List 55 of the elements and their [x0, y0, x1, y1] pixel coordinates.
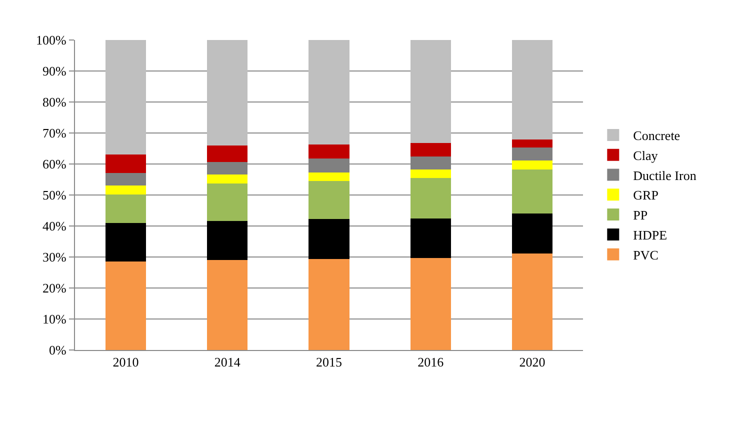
y-tick-label: 70% [42, 126, 67, 141]
y-tick-label: 50% [42, 188, 67, 203]
y-tick-label: 30% [42, 250, 67, 265]
legend-label: Concrete [633, 128, 680, 144]
legend-label: PVC [633, 247, 658, 262]
bar [105, 186, 146, 195]
x-tick-label: 2010 [112, 354, 139, 370]
bar [105, 40, 146, 154]
y-tick-label: 0% [49, 342, 67, 358]
bar [410, 178, 451, 218]
bar [512, 148, 553, 161]
bar [105, 194, 146, 223]
bar [308, 259, 350, 350]
y-tick-label: 100% [36, 32, 67, 48]
bar [308, 219, 350, 260]
bar [105, 222, 146, 262]
bar [512, 170, 553, 214]
legend-label: GRP [633, 188, 658, 203]
bar [410, 218, 451, 258]
y-tick-label: 80% [42, 94, 67, 110]
bar [207, 146, 248, 162]
bar [308, 144, 350, 159]
bar [105, 261, 146, 350]
legend-label: PP [633, 208, 648, 223]
y-tick-label: 20% [42, 280, 67, 296]
bar [512, 214, 553, 254]
y-tick-label: 90% [42, 64, 67, 79]
y-tick-label: 10% [42, 312, 67, 327]
bar [410, 258, 451, 350]
y-tick-label: 60% [42, 156, 67, 172]
legend-label: Ductile Iron [633, 168, 697, 183]
y-tick-label: 40% [42, 218, 67, 234]
bar [207, 40, 248, 146]
bar [105, 172, 146, 186]
bar [207, 174, 248, 184]
bar [308, 40, 350, 144]
x-tick-label: 2016 [418, 354, 444, 370]
bar [207, 184, 248, 222]
bar [105, 154, 146, 173]
bar [308, 172, 350, 182]
bar [410, 169, 451, 178]
bar [308, 181, 350, 220]
bar [410, 142, 451, 157]
x-tick-label: 2015 [316, 354, 342, 370]
bar [512, 254, 553, 350]
bar [410, 40, 451, 143]
x-tick-label: 2014 [214, 354, 241, 370]
bar [512, 140, 553, 148]
legend-label: HDPE [633, 228, 668, 243]
x-tick-label: 2020 [519, 354, 546, 370]
bar [512, 40, 553, 140]
bar [207, 221, 248, 260]
bar [512, 160, 553, 170]
legend-label: Clay [633, 148, 658, 163]
bar [207, 260, 248, 350]
